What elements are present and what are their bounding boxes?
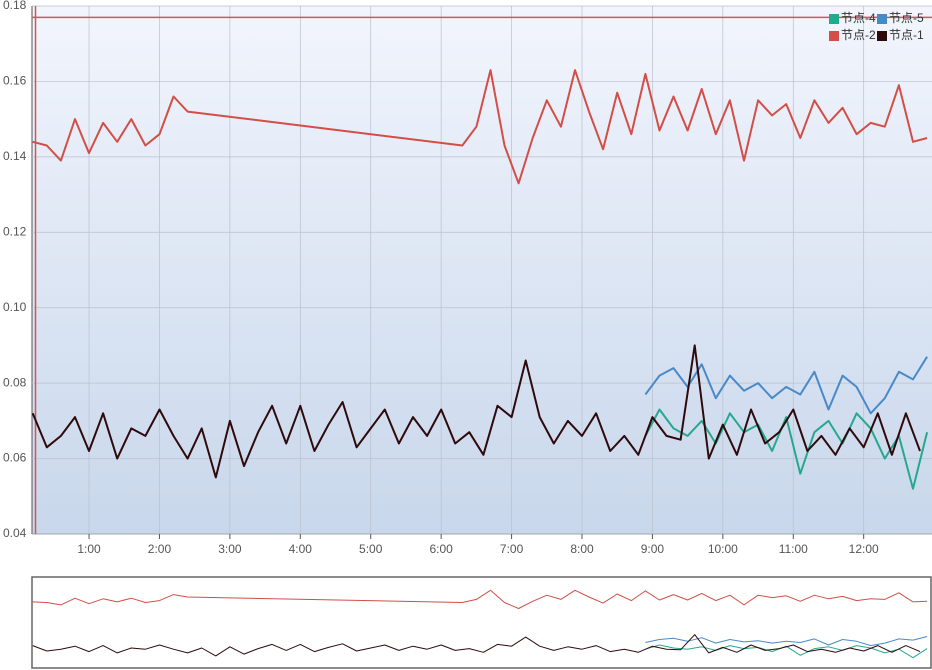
legend-swatch [877, 14, 887, 24]
x-tick-label: 5:00 [359, 542, 383, 556]
x-tick-label: 2:00 [148, 542, 172, 556]
series-line [31, 344, 921, 479]
x-tick-label: 4:00 [289, 542, 313, 556]
series-line [644, 356, 928, 415]
overview-line [32, 589, 928, 609]
overview-line [645, 636, 928, 647]
y-tick-label: 0.04 [3, 526, 27, 540]
x-tick-label: 10:00 [708, 542, 738, 556]
x-tick-label: 7:00 [500, 542, 524, 556]
legend-swatch [877, 31, 887, 41]
legend-label: 节点-1 [889, 28, 924, 42]
legend-label: 节点-2 [841, 28, 876, 42]
overview-line [645, 644, 928, 659]
legend-swatch [829, 31, 839, 41]
legend-label: 节点-5 [889, 11, 924, 25]
legend-label: 节点-4 [841, 11, 876, 25]
overview-line [32, 634, 921, 657]
series-line [644, 408, 929, 490]
y-tick-label: 0.18 [3, 0, 27, 12]
overview-area [31, 576, 932, 669]
y-tick-label: 0.16 [3, 74, 27, 88]
x-tick-label: 12:00 [849, 542, 879, 556]
y-tick-label: 0.14 [3, 149, 27, 163]
x-tick-label: 9:00 [641, 542, 665, 556]
legend-swatch [829, 14, 839, 24]
x-tick-label: 3:00 [218, 542, 242, 556]
plot-area [32, 6, 932, 534]
y-tick-label: 0.06 [3, 451, 27, 465]
y-tick-label: 0.08 [3, 375, 27, 389]
x-tick-label: 11:00 [779, 542, 808, 556]
x-tick-label: 1:00 [77, 542, 101, 556]
y-tick-label: 0.10 [3, 300, 27, 314]
series-line [32, 69, 928, 185]
x-tick-label: 8:00 [570, 542, 594, 556]
y-tick-label: 0.12 [3, 224, 27, 238]
x-tick-label: 6:00 [429, 542, 453, 556]
